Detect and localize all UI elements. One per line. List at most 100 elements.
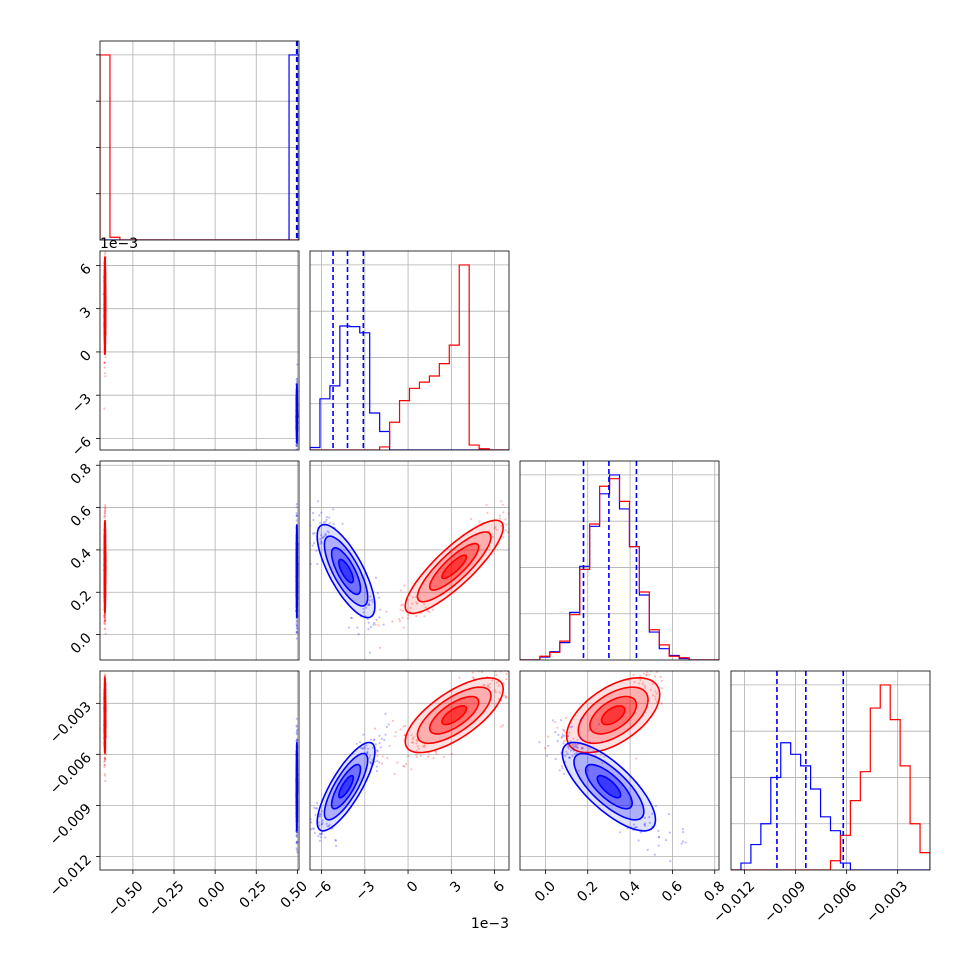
red-sample-point (402, 764, 405, 768)
red-sample-point (491, 535, 495, 538)
red-sample-point (406, 617, 409, 620)
blue-sample-point (563, 734, 566, 737)
blue-sample-point (362, 733, 365, 736)
blue-sample-point (376, 760, 379, 763)
blue-sample-point (684, 841, 687, 844)
red-sample-point (514, 679, 516, 681)
blue-sample-point (296, 363, 299, 366)
blue-sample-point (295, 444, 298, 447)
blue-sample-point (374, 576, 378, 579)
red-histogram (731, 684, 930, 870)
red-sample-point (103, 621, 106, 624)
blue-sample-point (295, 619, 298, 622)
red-sample-point (103, 613, 106, 616)
blue-sample-point (643, 824, 647, 827)
blue-sample-point (378, 741, 381, 745)
blue-sample-point (295, 835, 299, 838)
red-sample-point (103, 511, 107, 514)
red-sample-point (411, 596, 414, 599)
blue-sample-point (320, 823, 324, 826)
contour-level (441, 705, 468, 726)
red-sample-point (635, 757, 638, 760)
red-histogram (310, 264, 509, 450)
red-sample-point (500, 524, 503, 527)
red-sample-point (104, 758, 107, 761)
blue-sample-point (295, 847, 298, 850)
red-sample-point (103, 620, 106, 623)
blue-sample-point (315, 549, 318, 552)
x-tick-label: 3 (447, 878, 465, 896)
red-sample-point (103, 361, 106, 364)
red-sample-point (415, 756, 418, 759)
red-sample-point (401, 616, 404, 619)
red-sample-point (415, 615, 418, 618)
blue-sample-point (320, 832, 323, 836)
blue-sample-point (558, 769, 561, 772)
blue-sample-point (547, 744, 550, 747)
blue-sample-point (295, 830, 298, 833)
blue-sample-point (324, 532, 327, 535)
red-sample-point (103, 616, 106, 620)
red-sample-point (654, 695, 657, 698)
blue-sample-point (355, 742, 358, 745)
red-sample-point (660, 679, 663, 682)
panel-frame (519, 670, 720, 871)
blue-sample-point (326, 530, 329, 533)
red-histogram (100, 54, 299, 240)
blue-sample-point (328, 516, 331, 519)
red-sample-point (655, 671, 658, 674)
blue-sample-point (597, 723, 601, 726)
red-sample-point (566, 745, 569, 748)
red-sample-point (568, 731, 571, 734)
red-sample-point (103, 763, 106, 767)
scatter-panel (102, 503, 299, 640)
blue-sample-point (554, 757, 557, 761)
red-sample-point (104, 664, 106, 666)
y-tick-label: 0.2 (68, 588, 95, 615)
red-sample-point (513, 526, 515, 528)
blue-sample-point (566, 752, 569, 755)
red-sample-point (642, 672, 646, 675)
blue-sample-point (385, 725, 388, 729)
red-sample-point (399, 608, 402, 611)
scatter-panel (102, 251, 299, 450)
blue-sample-point (654, 804, 658, 808)
blue-sample-point (295, 512, 298, 515)
blue-sample-point (367, 621, 370, 624)
contour-level (600, 705, 626, 726)
blue-sample-point (369, 761, 372, 764)
x-tick-label: −6 (309, 878, 335, 904)
red-sample-point (104, 774, 107, 777)
blue-sample-point (295, 506, 298, 509)
red-sample-point (423, 615, 426, 618)
red-sample-point (423, 744, 426, 747)
blue-sample-point (327, 531, 330, 534)
blue-sample-point (657, 835, 661, 839)
blue-sample-point (362, 607, 365, 610)
red-sample-point (104, 664, 106, 666)
red-sample-point (409, 606, 412, 610)
blue-sample-point (366, 618, 369, 621)
red-sample-point (655, 700, 659, 703)
blue-sample-point (643, 822, 646, 825)
blue-sample-point (295, 841, 299, 844)
grid-lines (100, 251, 299, 450)
red-sample-point (407, 755, 410, 758)
red-sample-point (575, 743, 578, 746)
blue-sample-point (379, 746, 382, 749)
blue-sample-point (546, 754, 549, 757)
blue-sample-point (643, 823, 646, 826)
red-sample-point (103, 760, 106, 763)
panel-frame (99, 460, 300, 661)
y-tick-label: −0.009 (47, 801, 95, 849)
red-sample-point (495, 673, 498, 676)
blue-sample-point (296, 620, 299, 623)
blue-sample-point (375, 749, 379, 752)
blue-sample-point (668, 813, 671, 816)
blue-sample-point (295, 733, 298, 736)
blue-sample-point (296, 739, 299, 742)
red-sample-point (576, 738, 579, 741)
blue-sample-point (568, 756, 571, 760)
red-sample-point (478, 520, 481, 523)
red-sample-point (504, 694, 507, 698)
